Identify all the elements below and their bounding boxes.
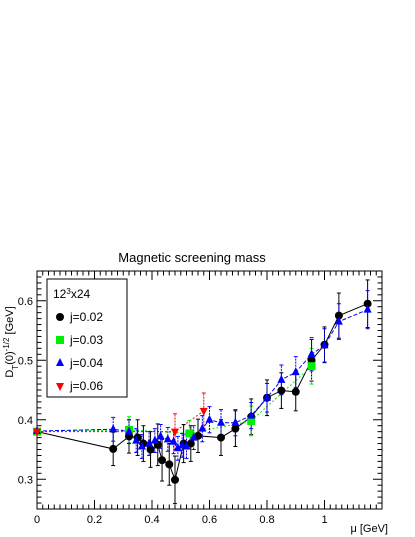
legend-marker bbox=[56, 383, 64, 391]
data-point bbox=[277, 386, 286, 395]
x-tick-label: 0.6 bbox=[202, 514, 217, 526]
x-tick-label: 0.8 bbox=[259, 514, 274, 526]
legend-entry: j=0.04 bbox=[69, 356, 103, 370]
data-point bbox=[169, 436, 178, 445]
legend-marker bbox=[56, 336, 64, 344]
x-axis-label: μ [GeV] bbox=[350, 523, 388, 535]
data-point bbox=[231, 417, 240, 426]
data-point bbox=[198, 423, 207, 432]
y-label-unit: [GeV] bbox=[4, 306, 16, 337]
svg-text:DT(0)-1/2 [GeV]: DT(0)-1/2 [GeV] bbox=[2, 306, 20, 377]
chart-title: Magnetic screening mass bbox=[118, 250, 266, 265]
y-tick-label: 0.3 bbox=[18, 474, 33, 486]
data-point bbox=[363, 304, 372, 313]
data-point bbox=[205, 414, 214, 423]
y-label-rest: (0) bbox=[4, 351, 16, 364]
data-point bbox=[150, 435, 159, 444]
x-tick-label: 0.2 bbox=[87, 514, 102, 526]
data-point bbox=[132, 435, 141, 444]
legend-header: 123x24 bbox=[53, 287, 90, 302]
y-tick-label: 0.6 bbox=[18, 296, 33, 308]
data-point bbox=[199, 407, 208, 416]
data-point bbox=[320, 340, 329, 349]
y-label-main: D bbox=[4, 370, 16, 378]
data-point bbox=[163, 434, 172, 443]
data-point bbox=[307, 349, 316, 358]
legend-marker bbox=[56, 358, 64, 366]
data-point bbox=[137, 441, 146, 450]
y-axis-label: DT(0)-1/2 [GeV] bbox=[2, 306, 20, 377]
data-point bbox=[145, 438, 154, 447]
data-point bbox=[146, 445, 155, 454]
data-point bbox=[33, 428, 41, 437]
y-tick-label: 0.4 bbox=[18, 415, 33, 427]
data-point bbox=[263, 392, 271, 401]
data-point bbox=[334, 316, 343, 325]
data-point bbox=[171, 475, 179, 484]
x-tick-label: 1 bbox=[321, 514, 327, 526]
y-tick-label: 0.5 bbox=[18, 355, 33, 367]
data-point bbox=[334, 311, 343, 320]
plot-area: 0 0.2 0.4 0.6 0.8 1 0.3 0.4 0.5 0.6 bbox=[18, 270, 383, 526]
series-line-3 bbox=[37, 410, 205, 433]
data-point bbox=[165, 460, 174, 469]
data-point bbox=[363, 299, 372, 308]
data-point bbox=[182, 441, 191, 450]
legend: 123x24 j=0.02 j=0.03 j=0.04 j=0.06 bbox=[46, 278, 128, 398]
data-point bbox=[307, 362, 316, 371]
y-label-sub: T bbox=[11, 365, 20, 370]
data-point bbox=[217, 417, 225, 426]
data-point bbox=[186, 439, 195, 448]
data-point bbox=[217, 433, 225, 442]
data-point bbox=[158, 456, 167, 465]
data-point bbox=[277, 374, 286, 383]
data-point bbox=[171, 428, 179, 437]
data-point bbox=[185, 429, 194, 438]
legend-entry: j=0.02 bbox=[69, 310, 103, 324]
data-point bbox=[231, 424, 240, 433]
legend-marker bbox=[56, 313, 64, 321]
data-point bbox=[291, 387, 300, 396]
x-tick-label: 0 bbox=[34, 514, 40, 526]
data-point bbox=[125, 426, 133, 435]
data-point bbox=[247, 410, 256, 419]
data-point bbox=[189, 432, 198, 441]
legend-entry: j=0.03 bbox=[69, 333, 103, 347]
data-point bbox=[109, 444, 118, 453]
data-point bbox=[291, 367, 300, 376]
legend-entry: j=0.06 bbox=[69, 379, 103, 393]
data-point bbox=[109, 424, 118, 433]
data-point bbox=[247, 416, 256, 425]
data-point bbox=[173, 443, 182, 452]
y-label-exp: -1/2 bbox=[2, 337, 11, 351]
x-tick-label: 0.4 bbox=[144, 514, 159, 526]
data-point bbox=[156, 431, 165, 440]
